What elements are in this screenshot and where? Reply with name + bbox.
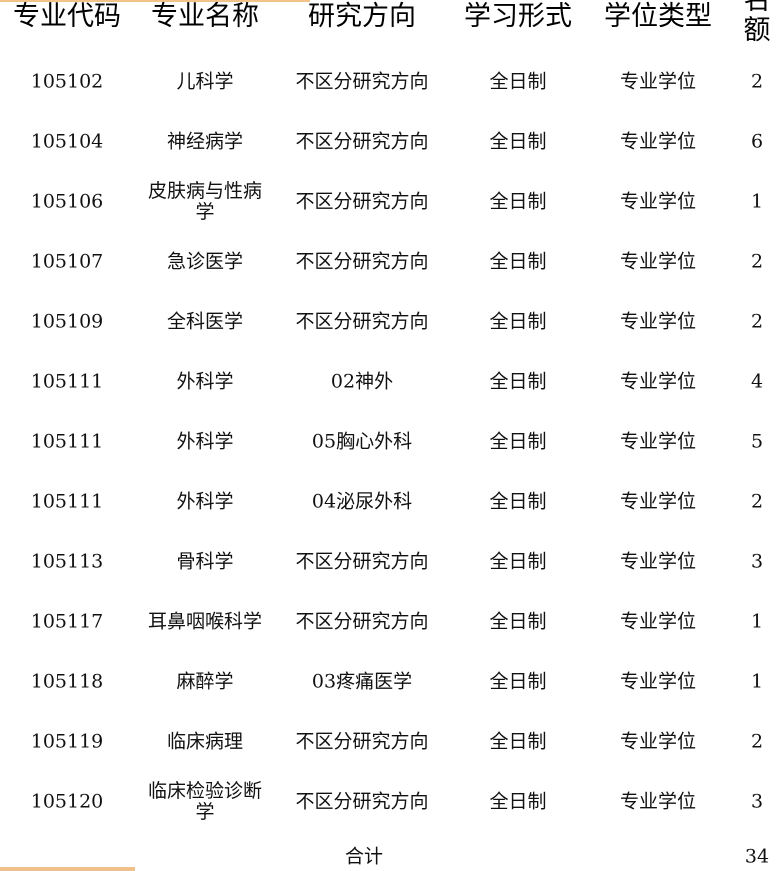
table-cell: 耳鼻咽喉科学 xyxy=(147,610,262,633)
table-cell: 骨科学 xyxy=(176,550,234,573)
table-cell: 临床检验诊断学 xyxy=(147,780,262,823)
table-cell: 不区分研究方向 xyxy=(295,730,429,753)
table-cell: 专业学位 xyxy=(619,70,696,93)
table-cell: 全日制 xyxy=(489,130,547,153)
table-cell: 2 xyxy=(750,490,764,513)
table-cell: 专业学位 xyxy=(619,370,696,393)
table-cell: 2 xyxy=(750,730,764,753)
table-cell: 5 xyxy=(750,430,764,453)
table-cell: 临床病理 xyxy=(166,730,243,753)
table-cell: 105107 xyxy=(30,250,104,273)
table-cell: 全日制 xyxy=(489,310,547,333)
table-cell: 1 xyxy=(750,190,764,213)
table-cell: 全日制 xyxy=(489,790,547,813)
table-cell: 全日制 xyxy=(489,430,547,453)
table-cell: 外科学 xyxy=(176,370,234,393)
header-cell: 专业名称 xyxy=(151,1,259,32)
table-cell: 105104 xyxy=(30,130,104,153)
table-cell: 3 xyxy=(750,790,764,813)
table-cell: 3 xyxy=(750,550,764,573)
table-cell: 全科医学 xyxy=(166,310,243,333)
header-cell: 专业代码 xyxy=(13,1,121,32)
table-cell: 105117 xyxy=(30,610,104,633)
table-cell: 04泌尿外科 xyxy=(311,490,413,513)
table-cell: 全日制 xyxy=(489,670,547,693)
table-cell: 专业学位 xyxy=(619,730,696,753)
total-label: 合计 xyxy=(344,845,383,868)
table-cell: 不区分研究方向 xyxy=(295,190,429,213)
table-cell: 不区分研究方向 xyxy=(295,310,429,333)
table-cell: 2 xyxy=(750,310,764,333)
table-cell: 不区分研究方向 xyxy=(295,250,429,273)
table-cell: 03疼痛医学 xyxy=(311,670,413,693)
header-cell: 名额 xyxy=(743,0,771,46)
table-cell: 专业学位 xyxy=(619,430,696,453)
table-cell: 全日制 xyxy=(489,370,547,393)
table-cell: 105111 xyxy=(30,490,104,513)
table-cell: 专业学位 xyxy=(619,310,696,333)
table-cell: 105106 xyxy=(30,190,104,213)
table-cell: 不区分研究方向 xyxy=(295,130,429,153)
decoration xyxy=(0,867,135,871)
table-cell: 皮肤病与性病学 xyxy=(147,180,262,223)
table-cell: 神经病学 xyxy=(166,130,243,153)
table-cell: 专业学位 xyxy=(619,550,696,573)
table-cell: 全日制 xyxy=(489,610,547,633)
table-cell: 全日制 xyxy=(489,550,547,573)
decoration xyxy=(0,0,310,2)
table-cell: 全日制 xyxy=(489,490,547,513)
table-cell: 不区分研究方向 xyxy=(295,610,429,633)
table-cell: 1 xyxy=(750,610,764,633)
table-cell: 2 xyxy=(750,70,764,93)
table-cell: 全日制 xyxy=(489,190,547,213)
table-cell: 105113 xyxy=(30,550,104,573)
table-cell: 不区分研究方向 xyxy=(295,70,429,93)
table-cell: 专业学位 xyxy=(619,250,696,273)
table-cell: 外科学 xyxy=(176,430,234,453)
header-cell: 研究方向 xyxy=(308,1,416,32)
table-cell: 麻醉学 xyxy=(176,670,234,693)
total-value: 34 xyxy=(744,845,770,868)
table-cell: 全日制 xyxy=(489,250,547,273)
table-cell: 105120 xyxy=(30,790,104,813)
table-cell: 全日制 xyxy=(489,70,547,93)
table-cell: 105111 xyxy=(30,430,104,453)
table-cell: 05胸心外科 xyxy=(311,430,413,453)
table-cell: 105118 xyxy=(30,670,104,693)
table-cell: 105119 xyxy=(30,730,104,753)
table-cell: 不区分研究方向 xyxy=(295,790,429,813)
table-cell: 全日制 xyxy=(489,730,547,753)
table-cell: 外科学 xyxy=(176,490,234,513)
table-cell: 专业学位 xyxy=(619,610,696,633)
header-cell: 学位类型 xyxy=(604,1,712,32)
table-cell: 105111 xyxy=(30,370,104,393)
table-cell: 1 xyxy=(750,670,764,693)
table-cell: 专业学位 xyxy=(619,130,696,153)
table-cell: 专业学位 xyxy=(619,670,696,693)
table-cell: 儿科学 xyxy=(176,70,234,93)
table-cell: 02神外 xyxy=(330,370,394,393)
table-cell: 不区分研究方向 xyxy=(295,550,429,573)
table-cell: 105109 xyxy=(30,310,104,333)
table-cell: 专业学位 xyxy=(619,490,696,513)
table-cell: 专业学位 xyxy=(619,790,696,813)
table-cell: 105102 xyxy=(30,70,104,93)
header-cell: 学习形式 xyxy=(464,1,572,32)
table-cell: 急诊医学 xyxy=(166,250,243,273)
table-cell: 专业学位 xyxy=(619,190,696,213)
table-cell: 6 xyxy=(750,130,764,153)
table-cell: 2 xyxy=(750,250,764,273)
table-cell: 4 xyxy=(750,370,764,393)
